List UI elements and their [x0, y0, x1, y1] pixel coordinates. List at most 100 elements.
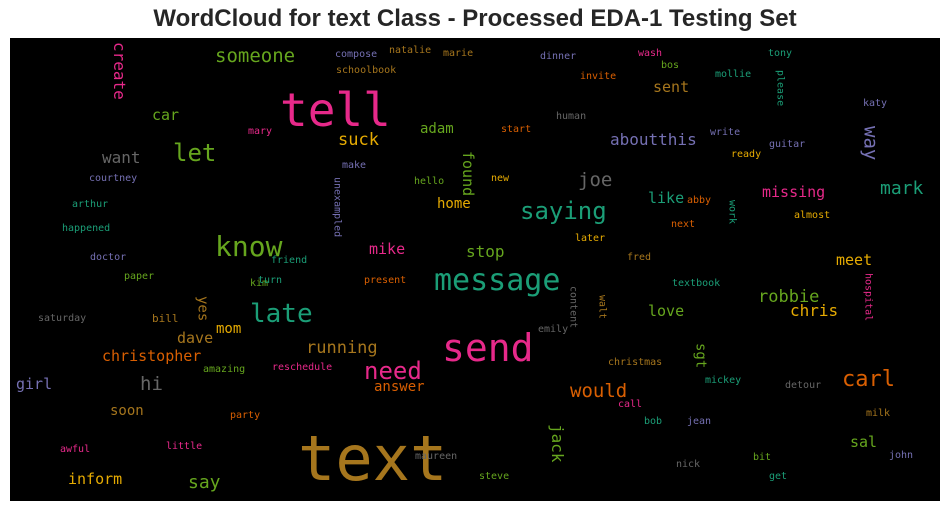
word-mom: mom — [216, 321, 241, 337]
word-inform: inform — [68, 470, 122, 488]
word-home: home — [437, 196, 471, 212]
word-running: running — [306, 338, 378, 358]
word-start: start — [501, 124, 531, 135]
word-later: later — [575, 233, 605, 244]
word-paper: paper — [124, 271, 154, 282]
word-say: say — [188, 472, 221, 493]
word-arthur: arthur — [72, 199, 108, 210]
word-like: like — [648, 189, 684, 207]
word-hello: hello — [414, 176, 444, 187]
word-fred: fred — [627, 252, 651, 263]
word-abby: abby — [687, 195, 711, 206]
word-walt: walt — [597, 295, 608, 319]
word-way: way — [859, 126, 881, 160]
word-saturday: saturday — [38, 313, 86, 324]
word-bos: bos — [661, 60, 679, 71]
word-soon: soon — [110, 403, 144, 419]
word-late: late — [250, 299, 313, 329]
word-missing: missing — [762, 183, 825, 201]
word-sal: sal — [850, 433, 877, 451]
word-answer: answer — [374, 379, 425, 395]
word-almost: almost — [794, 210, 830, 221]
word-awful: awful — [60, 444, 90, 455]
word-doctor: doctor — [90, 252, 126, 263]
word-make: make — [342, 160, 366, 171]
word-nick: nick — [676, 459, 700, 470]
word-happened: happened — [62, 223, 110, 234]
word-bit: bit — [753, 452, 771, 463]
wordcloud-svg: text tell send message know late saying need car… — [10, 38, 940, 501]
word-mark: mark — [880, 178, 924, 199]
word-christopher: christopher — [102, 347, 201, 365]
word-content: content — [568, 286, 579, 328]
word-steve: steve — [479, 471, 509, 482]
word-aboutthis: aboutthis — [610, 130, 697, 149]
word-tell: tell — [280, 83, 391, 137]
word-hi: hi — [140, 373, 163, 395]
word-want: want — [102, 148, 141, 167]
word-friend: friend — [271, 255, 307, 266]
word-unexampled: unexampled — [332, 177, 343, 237]
word-mickey: mickey — [705, 375, 741, 386]
word-mike: mike — [369, 240, 405, 258]
word-found: found — [459, 151, 477, 196]
word-textbook: textbook — [672, 278, 720, 289]
word-love: love — [648, 302, 684, 320]
word-tony: tony — [768, 48, 792, 59]
word-yes: yes — [194, 296, 210, 321]
word-compose: compose — [335, 49, 377, 60]
word-little: little — [166, 441, 202, 452]
word-please: please — [775, 70, 786, 106]
word-joe: joe — [578, 169, 612, 191]
word-jean: jean — [687, 416, 711, 427]
word-next: next — [671, 219, 695, 230]
word-wash: wash — [638, 48, 662, 59]
word-schoolbook: schoolbook — [336, 65, 396, 76]
word-message: message — [434, 263, 560, 298]
word-guitar: guitar — [769, 139, 805, 150]
word-new: new — [491, 173, 510, 184]
word-ready: ready — [731, 149, 761, 160]
word-detour: detour — [785, 380, 821, 391]
word-natalie: natalie — [389, 45, 431, 56]
word-john: john — [889, 450, 913, 461]
word-sent: sent — [653, 78, 689, 96]
word-human: human — [556, 111, 586, 122]
word-adam: adam — [420, 121, 454, 137]
word-mollie: mollie — [715, 69, 751, 80]
word-saying: saying — [520, 197, 607, 225]
word-car: car — [152, 106, 179, 124]
word-create: create — [110, 42, 129, 100]
word-hospital: hospital — [863, 273, 874, 321]
word-turn: turn — [258, 275, 282, 286]
word-jack: jack — [548, 424, 567, 463]
word-reschedule: reschedule — [272, 362, 332, 373]
word-carl: carl — [842, 367, 895, 392]
word-work: work — [727, 200, 738, 224]
word-send: send — [442, 326, 534, 370]
wordcloud-canvas: text tell send message know late saying need car… — [10, 38, 940, 501]
word-suck: suck — [338, 130, 379, 150]
word-invite: invite — [580, 71, 616, 82]
word-meet: meet — [836, 251, 872, 269]
word-party: party — [230, 410, 260, 421]
word-dave: dave — [177, 329, 213, 347]
word-courtney: courtney — [89, 173, 137, 184]
word-emily: emily — [538, 324, 568, 335]
word-stop: stop — [466, 242, 505, 261]
word-girl: girl — [16, 375, 52, 393]
word-milk: milk — [866, 408, 890, 419]
word-bill: bill — [152, 312, 179, 325]
word-present: present — [364, 275, 406, 286]
word-sgt: sgt — [692, 343, 708, 368]
word-katy: katy — [863, 98, 887, 109]
chart-title: WordCloud for text Class - Processed EDA… — [0, 4, 950, 34]
word-someone: someone — [215, 45, 295, 67]
word-marie: marie — [443, 48, 473, 59]
word-dinner: dinner — [540, 51, 576, 62]
word-chris: chris — [790, 301, 838, 320]
word-bob: bob — [644, 416, 662, 427]
word-maureen: maureen — [415, 451, 457, 462]
word-let: let — [173, 139, 216, 167]
